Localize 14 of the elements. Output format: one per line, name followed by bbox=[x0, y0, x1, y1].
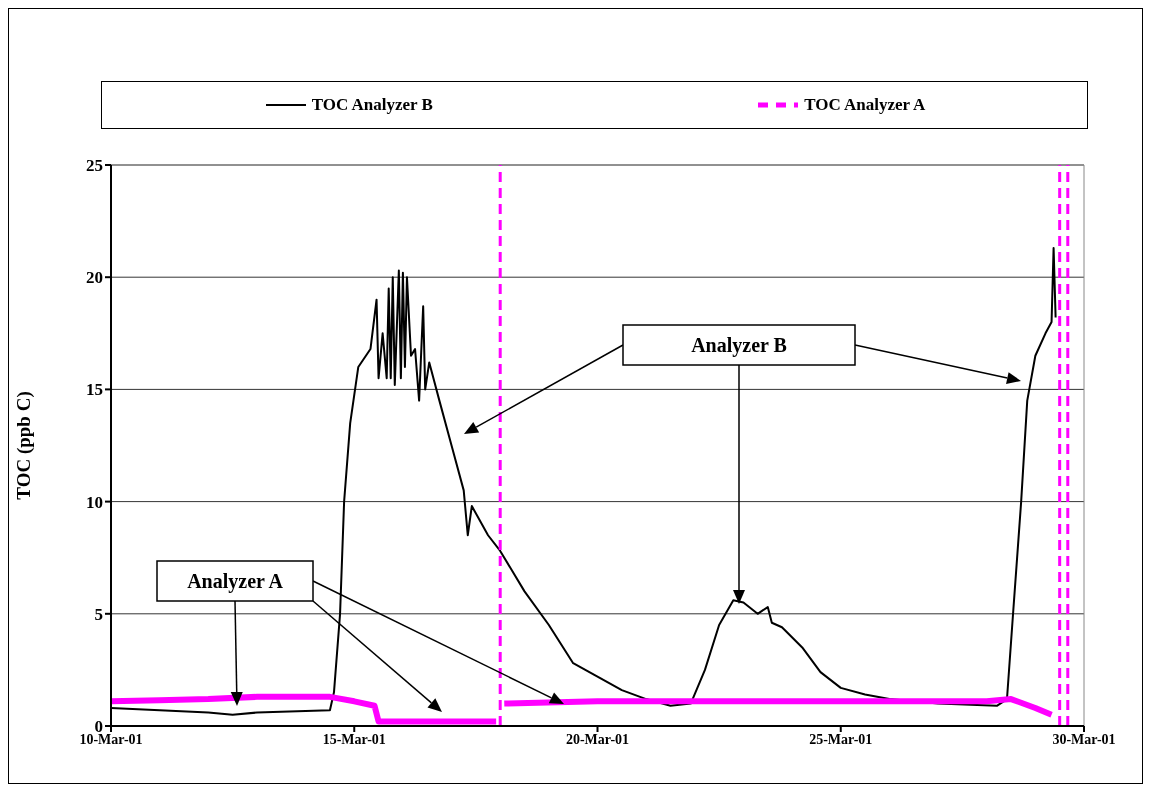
y-tick-label: 10 bbox=[86, 492, 103, 512]
annotation: Analyzer A bbox=[187, 570, 284, 593]
legend-label: TOC Analyzer B bbox=[311, 95, 433, 115]
y-tick-label: 5 bbox=[94, 604, 103, 624]
annotation: Analyzer B bbox=[691, 334, 787, 357]
x-tick-label: 25-Mar-01 bbox=[809, 731, 873, 747]
y-axis-title: TOC (ppb C) bbox=[12, 391, 35, 500]
y-tick-label: 20 bbox=[86, 268, 103, 288]
y-tick-label: 25 bbox=[86, 156, 103, 176]
x-tick-label: 20-Mar-01 bbox=[565, 731, 630, 747]
y-tick-label: 15 bbox=[86, 380, 103, 400]
legend-label: TOC Analyzer A bbox=[804, 95, 926, 115]
x-tick-label: 30-Mar-01 bbox=[1052, 731, 1116, 747]
x-tick-label: 15-Mar-01 bbox=[322, 731, 386, 747]
